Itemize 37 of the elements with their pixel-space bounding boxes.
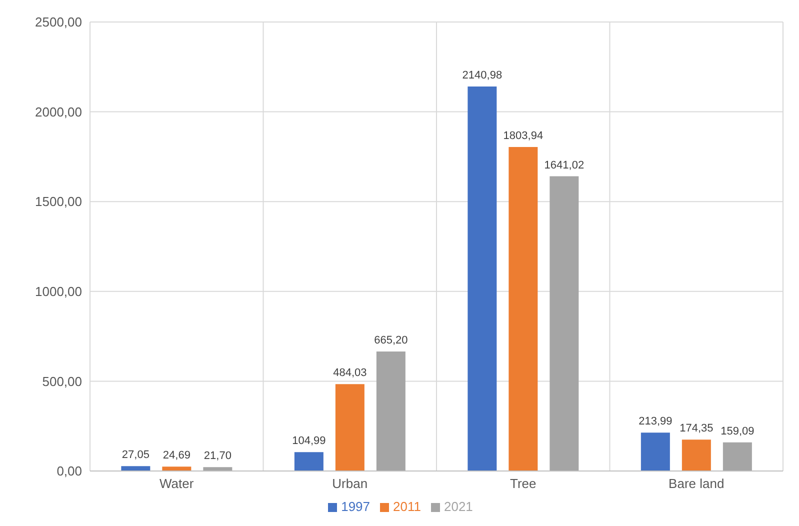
data-label: 104,99	[292, 435, 326, 448]
legend-label: 1997	[341, 499, 370, 514]
data-label: 1641,02	[544, 159, 584, 172]
bar	[468, 86, 497, 471]
bar	[376, 352, 406, 471]
bar	[640, 432, 670, 471]
data-label: 21,70	[204, 450, 232, 462]
y-tick-label: 1000,00	[35, 284, 82, 300]
bar	[335, 384, 364, 471]
data-label: 213,99	[638, 416, 672, 428]
bar	[162, 466, 192, 471]
y-tick-label: 2000,00	[35, 104, 82, 120]
x-tick-label: Bare land	[668, 476, 724, 492]
bar	[121, 466, 150, 471]
legend-label: 2011	[393, 499, 421, 514]
legend-label: 2021	[444, 499, 473, 514]
data-label: 2140,98	[462, 69, 502, 82]
x-tick-label: Water	[160, 476, 194, 492]
x-tick-label: Tree	[510, 476, 536, 492]
data-label: 1803,94	[503, 130, 544, 142]
y-tick-label: 500,00	[42, 374, 82, 389]
y-tick-label: 2500,00	[35, 14, 82, 30]
data-label: 484,03	[333, 367, 367, 380]
data-label: 159,09	[720, 425, 754, 438]
data-label: 24,69	[162, 450, 190, 462]
y-tick-label: 0,00	[56, 464, 82, 479]
bar	[294, 452, 324, 471]
x-tick-label: Urban	[332, 476, 368, 492]
bar	[682, 440, 711, 471]
data-label: 665,20	[374, 334, 408, 347]
bar	[722, 442, 752, 471]
bar	[203, 467, 232, 471]
bar	[508, 147, 538, 471]
y-tick-label: 1500,00	[35, 194, 82, 210]
data-label: 174,35	[680, 422, 714, 435]
data-label: 27,05	[122, 449, 150, 462]
bar	[550, 176, 579, 471]
